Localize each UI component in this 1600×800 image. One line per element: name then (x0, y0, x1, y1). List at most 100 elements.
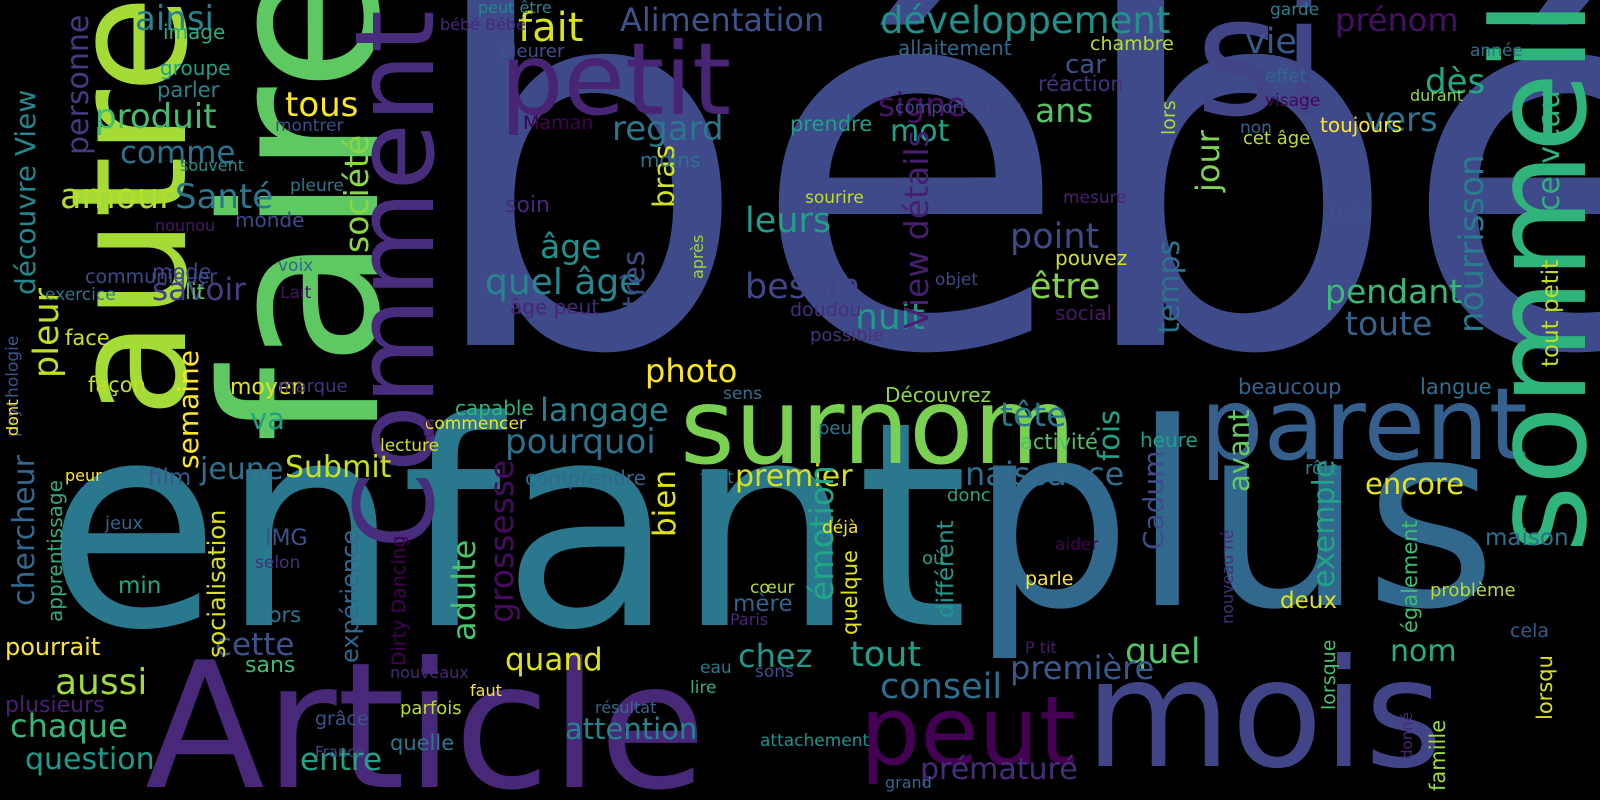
word-168: rôle (1305, 458, 1340, 479)
word-43: nuit (855, 297, 925, 338)
word-120: parler (157, 78, 220, 102)
word-124: dont (3, 399, 22, 436)
word-11: parent (1200, 366, 1528, 483)
word-92: différent (933, 520, 959, 618)
word-49: temps (1152, 239, 1187, 334)
word-116: monde (235, 208, 305, 232)
word-183: P tit (1025, 638, 1057, 657)
word-135: lors (1158, 100, 1180, 135)
word-153: âge peut (510, 295, 600, 319)
word-167: donc (947, 485, 991, 506)
word-151: possible (810, 325, 884, 346)
word-117: nounou (155, 216, 216, 235)
word-55: quel âge (485, 262, 642, 303)
word-145: mesure (1063, 188, 1127, 208)
word-30: chercheur (7, 455, 42, 606)
word-58: soin (505, 193, 550, 218)
word-53: âge (540, 227, 602, 266)
word-100: min (118, 573, 162, 599)
word-75: chez (738, 637, 813, 675)
word-34: leurs (745, 201, 832, 241)
word-51: société (337, 134, 376, 253)
word-155: sens (723, 384, 762, 404)
word-98: sans (245, 653, 296, 678)
word-134: comportement (895, 98, 1022, 118)
word-127: pleurer (500, 41, 565, 62)
word-176: problème (1430, 580, 1516, 601)
word-38: dès (1425, 62, 1486, 102)
word-79: première (1010, 649, 1155, 687)
word-23: comme (120, 135, 236, 171)
word-198: donné (1398, 712, 1416, 759)
word-82: attention (565, 712, 698, 746)
word-56: très (617, 250, 652, 308)
word-14: peut (860, 677, 1077, 787)
word-189: parfois (400, 698, 462, 719)
word-164: langue (1420, 375, 1492, 399)
word-29: découvre View (9, 89, 42, 295)
word-83: prématuré (920, 752, 1078, 787)
word-96: pourrait (5, 633, 101, 661)
word-8: si (1195, 0, 1327, 153)
word-149: objet (935, 270, 979, 290)
word-163: beaucoup (1238, 375, 1342, 399)
word-175: maison (1485, 525, 1569, 551)
word-141: garde (1270, 0, 1320, 20)
word-139: toujours (1320, 113, 1402, 137)
word-84: grossesse (482, 459, 521, 623)
word-199: famille (1426, 719, 1450, 791)
word-94: socialisation (203, 509, 231, 658)
word-32: mot (890, 114, 950, 149)
word-77: conseil (880, 667, 1003, 707)
word-103: peur (65, 466, 102, 485)
word-78: quel (1125, 632, 1201, 672)
word-144: trois (1330, 203, 1372, 225)
word-143: année (1470, 41, 1523, 61)
word-33: regard (612, 109, 724, 149)
word-170: déjà (822, 518, 859, 538)
word-99: alors (250, 603, 302, 627)
word-177: également (1398, 520, 1422, 633)
word-194: attachement (760, 731, 870, 751)
word-7: mois (1085, 628, 1443, 800)
word-128: Maman (523, 112, 594, 134)
word-18: vie (1245, 22, 1297, 62)
word-1: bébé (420, 0, 1600, 468)
word-40: cerveau (1532, 90, 1567, 211)
word-130: moins (640, 148, 701, 172)
word-133: réaction (1038, 72, 1124, 96)
word-112: exercice (45, 285, 116, 305)
word-45: être (1030, 267, 1101, 307)
word-137: visage (1265, 91, 1321, 111)
word-147: pouvez (1055, 246, 1128, 270)
word-173: parle (1025, 568, 1074, 590)
word-76: tout (850, 635, 922, 675)
word-24: amour (60, 177, 174, 217)
word-59: langage (540, 391, 669, 429)
word-178: cela (1510, 620, 1550, 642)
word-125: peut être (478, 0, 552, 17)
word-62: va (250, 402, 285, 436)
word-68: cette (215, 627, 295, 663)
word-182: deux (1280, 588, 1337, 614)
word-72: bien (647, 469, 683, 537)
word-200: selon (255, 553, 301, 573)
word-9: petit (500, 21, 732, 138)
word-160: peu (818, 418, 852, 439)
word-142: durant (1410, 86, 1464, 105)
word-74: quand (505, 642, 603, 678)
word-35: ans (1035, 91, 1094, 130)
word-165: comprendre (525, 466, 646, 490)
word-122: image (163, 20, 226, 44)
word-3: plus (970, 369, 1498, 666)
word-41: tout petit (1538, 259, 1564, 367)
word-109: lit (185, 280, 205, 304)
word-172: aider (1055, 535, 1099, 555)
word-140: cet âge (1243, 128, 1311, 149)
word-70: chaque (10, 707, 128, 745)
word-136: non (1240, 118, 1272, 138)
word-22: tous (285, 85, 359, 125)
word-63: jeune (200, 452, 284, 487)
word-6: Article (145, 626, 707, 800)
word-131: allaitement (898, 36, 1012, 60)
